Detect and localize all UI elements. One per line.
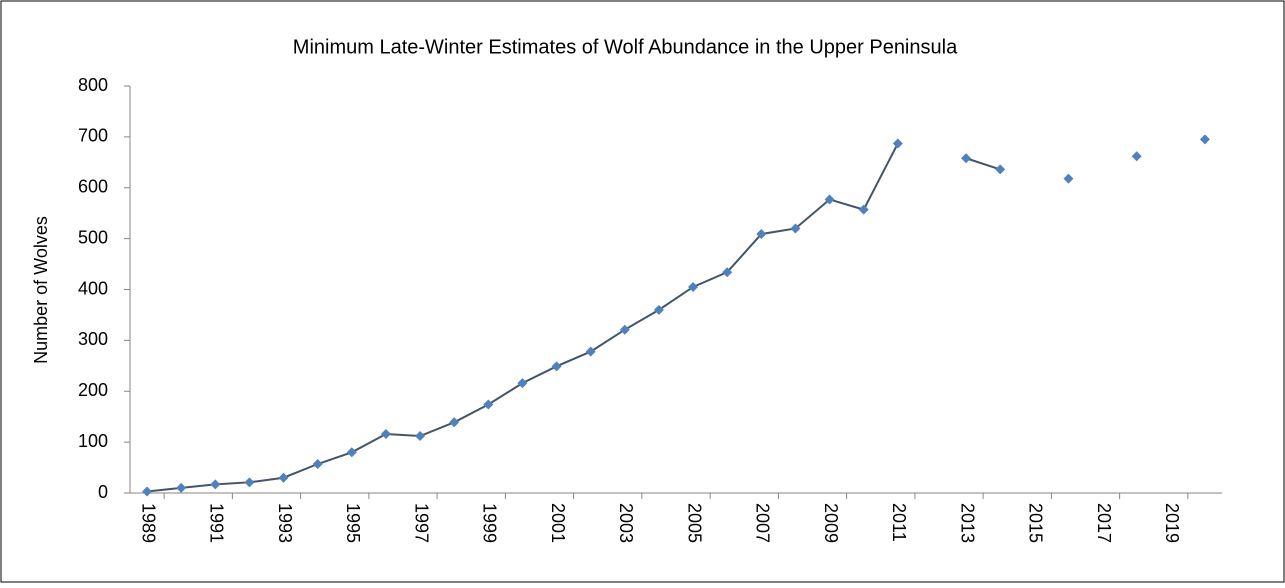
x-tick-label: 2013 [957,503,977,543]
x-tick-label: 1993 [275,503,295,543]
data-point [278,472,289,483]
data-point [551,361,562,372]
x-tick-label: 2009 [821,503,841,543]
data-point [210,479,221,490]
x-tick-label: 2003 [616,503,636,543]
data-point [756,229,767,240]
data-point [892,138,903,149]
data-point [722,267,733,278]
data-point [483,399,494,410]
data-point [1063,173,1074,184]
x-tick-label: 2005 [684,503,704,543]
x-tick-label: 1989 [138,503,158,543]
data-point [142,486,153,497]
x-tick-label: 2001 [548,503,568,543]
y-tick-label: 400 [78,278,108,298]
data-point [858,204,869,215]
data-point [619,324,630,335]
data-point [995,164,1006,175]
y-tick-label: 200 [78,380,108,400]
x-tick-label: 2007 [753,503,773,543]
y-tick-label: 700 [78,126,108,146]
y-tick-label: 300 [78,329,108,349]
x-tick-label: 1997 [411,503,431,543]
chart-title: Minimum Late-Winter Estimates of Wolf Ab… [293,36,958,58]
data-point [824,194,835,205]
data-point [449,417,460,428]
data-point [346,447,357,458]
y-tick-label: 800 [78,75,108,95]
data-point [585,346,596,357]
data-point [415,431,426,442]
data-point [688,281,699,292]
x-tick-label: 2011 [889,503,909,542]
x-tick-label: 1999 [480,503,500,543]
data-point [517,378,528,389]
y-tick-label: 600 [78,177,108,197]
x-tick-label: 2019 [1162,503,1182,543]
x-tick-label: 1995 [343,503,363,543]
x-tick-label: 1991 [207,503,227,543]
y-tick-label: 500 [78,227,108,247]
x-tick-label: 2015 [1026,503,1046,543]
y-tick-label: 100 [78,431,108,451]
x-tick-label: 2017 [1094,503,1114,543]
y-tick-label: 0 [98,482,108,502]
data-point [790,223,801,234]
data-point [380,428,391,439]
data-point [1131,151,1142,162]
data-point [176,482,187,493]
y-axis-label: Number of Wolves [31,216,51,364]
data-point [1199,134,1210,145]
data-point [244,477,255,488]
data-point [312,459,323,470]
data-point [653,304,664,315]
data-point [961,153,972,164]
